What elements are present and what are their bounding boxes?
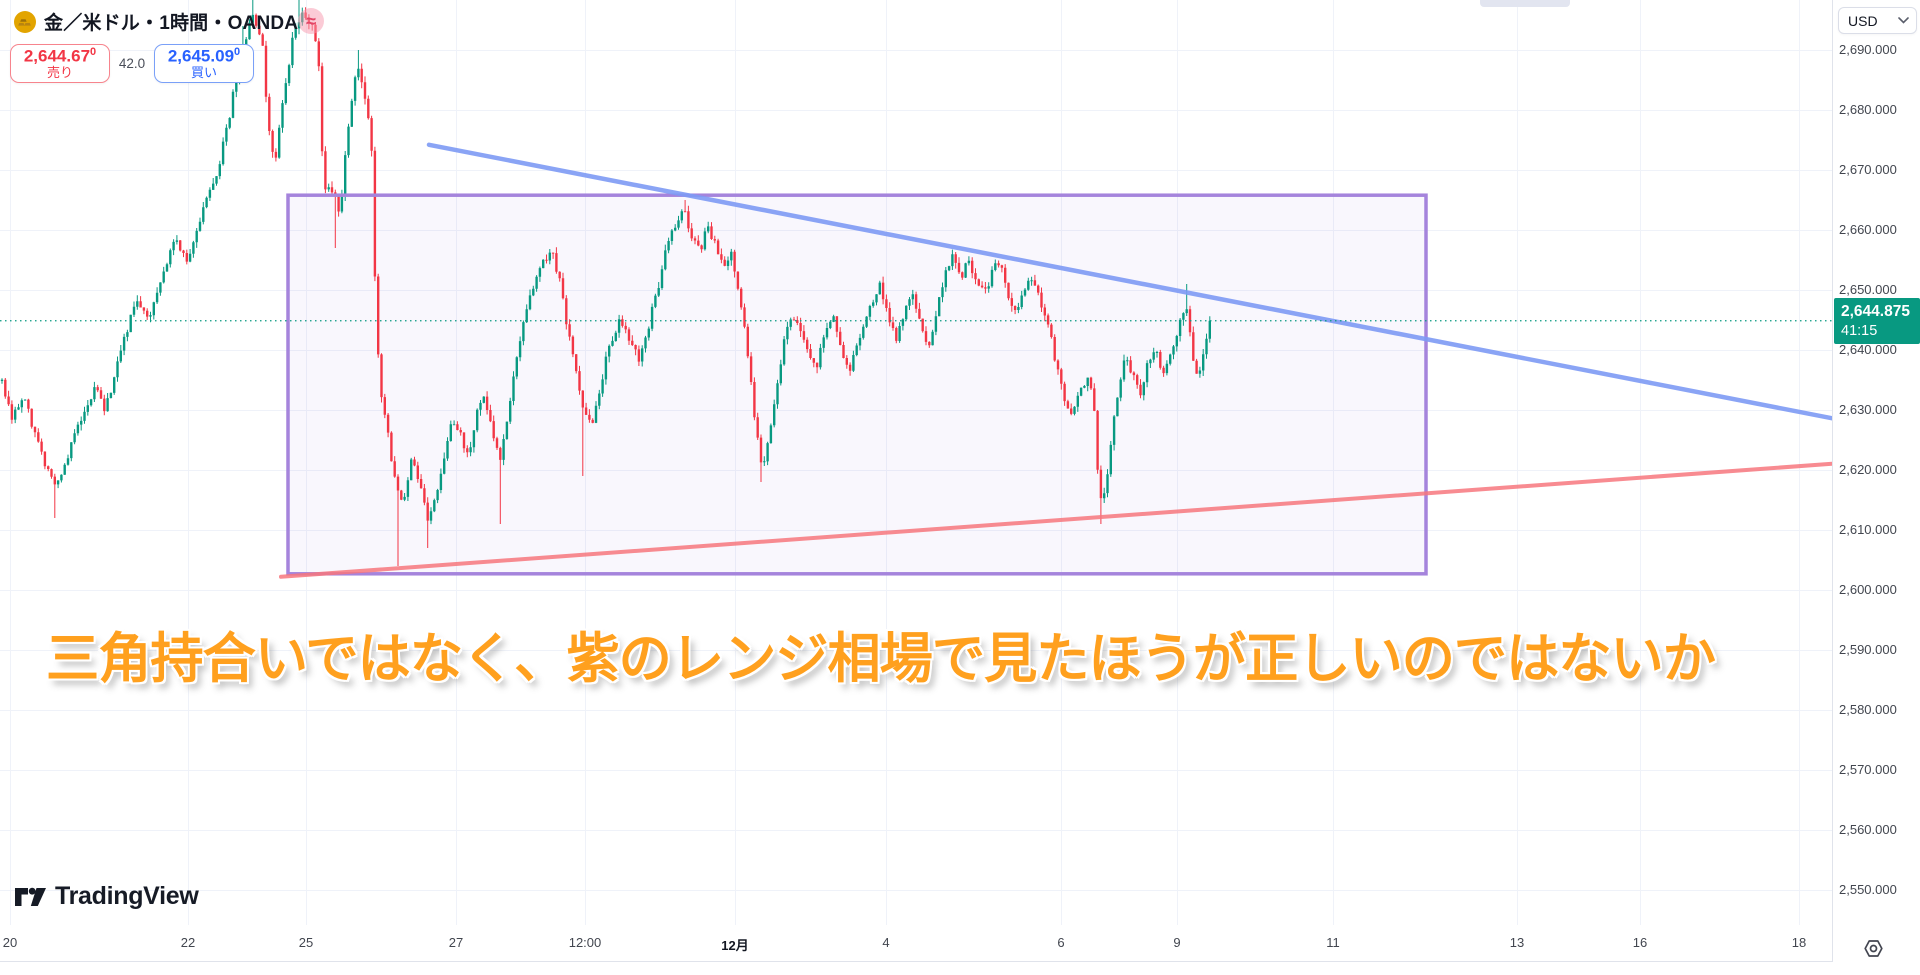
price-axis-label: 2,570.000: [1839, 762, 1897, 777]
sell-button[interactable]: 2,644.670 売り: [10, 44, 110, 83]
price-axis-label: 2,690.000: [1839, 42, 1897, 57]
resistance-trendline[interactable]: [426, 142, 1832, 421]
price-axis-label: 2,600.000: [1839, 582, 1897, 597]
current-price-value: 2,644.875: [1841, 302, 1910, 320]
buy-button[interactable]: 2,645.090 買い: [154, 44, 254, 83]
time-axis-label: 20: [2, 935, 18, 950]
axis-settings-gear-icon[interactable]: [1861, 936, 1885, 960]
time-axis-label: 12:00: [568, 935, 602, 950]
sell-price: 2,644.67: [23, 46, 91, 66]
chart-plot-area[interactable]: ≈: [0, 0, 1832, 925]
time-axis-label: 22: [180, 935, 196, 950]
bar-countdown: 41:15: [1841, 322, 1878, 339]
buy-price: 2,645.09: [167, 46, 235, 66]
bottom-separator: [0, 961, 1920, 962]
time-axis[interactable]: 20 22 25 27 12:00 12月 4 6 9 11 13 16 18: [0, 925, 1832, 961]
price-axis-label: 2,610.000: [1839, 522, 1897, 537]
symbol-title[interactable]: 金／米ドル・1時間・OANDA: [44, 13, 299, 34]
price-axis-label: 2,660.000: [1839, 222, 1897, 237]
price-axis-label: 2,640.000: [1839, 342, 1897, 357]
price-axis-label: 2,670.000: [1839, 162, 1897, 177]
price-axis-label: 2,620.000: [1839, 462, 1897, 477]
currency-dropdown[interactable]: USD: [1838, 7, 1917, 34]
time-axis-label: 9: [1173, 935, 1181, 950]
range-box-fill: [288, 195, 1426, 574]
time-axis-label: 27: [448, 935, 464, 950]
support-trendline[interactable]: [279, 461, 1832, 579]
approx-marker-glyph: ≈: [306, 11, 316, 31]
tradingview-logo-icon: [15, 887, 46, 906]
price-axis-label: 2,630.000: [1839, 402, 1897, 417]
gridlines: [0, 0, 1832, 925]
price-axis-label: 2,680.000: [1839, 102, 1897, 117]
price-axis-separator: [1832, 0, 1833, 962]
time-axis-label: 12月: [721, 938, 749, 953]
buy-price-sup: 0: [234, 45, 241, 58]
time-axis-label: 6: [1057, 935, 1065, 950]
range-box[interactable]: [286, 193, 1428, 576]
time-axis-label: 11: [1326, 935, 1340, 950]
annotation-text: 三角持合いではなく、紫のレンジ相場で見たほうが正しいのではないか: [46, 629, 1716, 689]
spread-value: 42.0: [118, 56, 146, 71]
price-axis[interactable]: USD 2,690.000 2,680.000 2,670.000 2,660.000…: [1833, 0, 1920, 962]
candles-down: [4, 12, 1198, 521]
chevron-down-icon: [1898, 17, 1909, 24]
tradingview-logo-text: TradingView: [55, 882, 199, 910]
gold-symbol-icon: [13, 10, 37, 34]
current-price-badge: 2,644.875 41:15: [1834, 297, 1920, 344]
time-axis-label: 25: [298, 935, 314, 950]
top-edge-artifact: [1480, 0, 1570, 7]
time-axis-label: 13: [1509, 935, 1525, 950]
sell-label: 売り: [46, 65, 73, 81]
tradingview-logo[interactable]: TradingView: [14, 882, 199, 911]
time-axis-label: 16: [1632, 935, 1648, 950]
currency-value: USD: [1848, 12, 1878, 29]
price-axis-label: 2,590.000: [1839, 642, 1897, 657]
sell-price-sup: 0: [90, 45, 97, 58]
time-axis-label: 4: [882, 935, 890, 950]
price-axis-label: 2,580.000: [1839, 702, 1897, 717]
price-axis-label: 2,550.000: [1839, 882, 1897, 897]
buy-label: 買い: [190, 65, 217, 81]
approx-marker-icon[interactable]: [298, 8, 324, 34]
price-axis-label: 2,650.000: [1839, 282, 1897, 297]
price-axis-label: 2,560.000: [1839, 822, 1897, 837]
time-axis-label: 18: [1791, 935, 1807, 950]
